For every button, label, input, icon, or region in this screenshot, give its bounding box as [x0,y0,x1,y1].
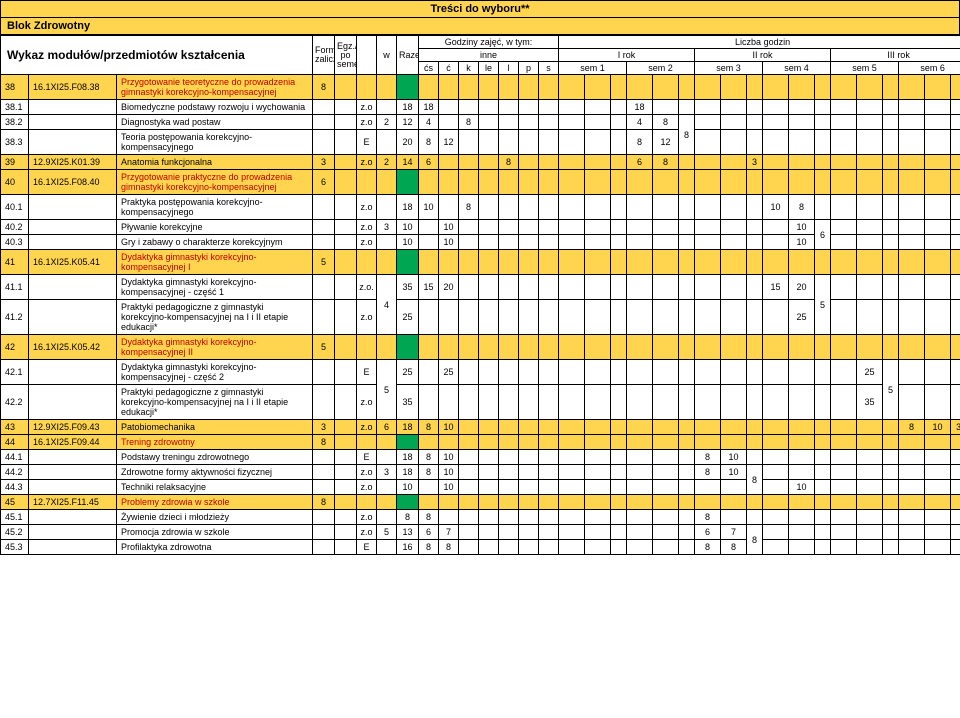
table-row: 44.1Podstawy treningu zdrowotnegoE188108… [1,450,960,465]
block-title: Blok Zdrowotny [0,18,960,35]
table-row: 3816.1XI25.F08.38Przygotowanie teoretycz… [1,75,960,100]
table-row: 4312.9XI25.F09.43Patobiomechanika3z.o618… [1,420,960,435]
page-title: Treści do wyboru** [0,0,960,18]
table-row: 41.1Dydaktyka gimnastyki korekcyjno-komp… [1,275,960,300]
table-row: 45.2Promocja zdrowia w szkolez.o51367678 [1,525,960,540]
table-row: 3912.9XI25.K01.39Anatomia funkcjonalna3z… [1,155,960,170]
table-row: 4216.1XI25.K05.42Dydaktyka gimnastyki ko… [1,335,960,360]
table-row: 42.1Dydaktyka gimnastyki korekcyjno-komp… [1,360,960,385]
curriculum-table: Wykaz modułów/przedmiotów kształceniaFor… [0,35,960,555]
table-row: 44.3Techniki relaksacyjnez.o101010 [1,480,960,495]
table-row: 4116.1XI25.K05.41Dydaktyka gimnastyki ko… [1,250,960,275]
table-row: 38.2Diagnostyka wad postawz.o21248488 [1,115,960,130]
header-wykaz: Wykaz modułów/przedmiotów kształcenia [1,36,313,75]
table-row: 45.3Profilaktyka zdrowotnaE168888 [1,540,960,555]
table-row: 42.2Praktyki pedagogiczne z gimnastyki k… [1,385,960,420]
table-row: 4512.7XI25.F11.45Problemy zdrowia w szko… [1,495,960,510]
table-row: 4416.1XI25.F09.44Trening zdrowotny8 [1,435,960,450]
table-row: 45.1Żywienie dzieci i młodzieżyz.o888 [1,510,960,525]
table-row: 4016.1XI25.F08.40Przygotowanie praktyczn… [1,170,960,195]
table-row: 40.2Pływanie korekcyjnez.o31010106 [1,220,960,235]
table-row: 40.1Praktyka postępowania korekcyjno-kom… [1,195,960,220]
table-row: 38.1Biomedyczne podstawy rozwoju i wycho… [1,100,960,115]
table-row: 38.3Teoria postępowania korekcyjno-kompe… [1,130,960,155]
table-row: 44.2Zdrowotne formy aktywności fizycznej… [1,465,960,480]
